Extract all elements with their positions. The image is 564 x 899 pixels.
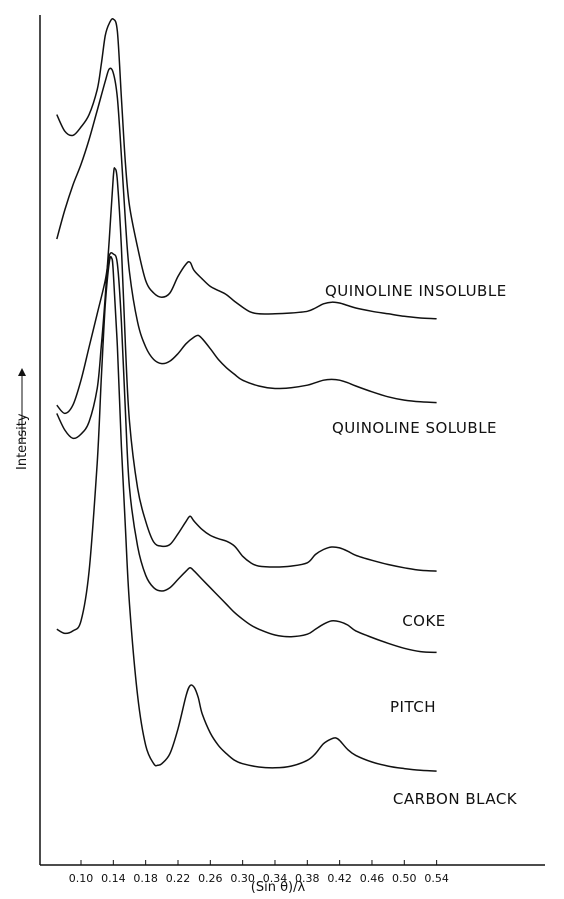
curves <box>56 18 437 772</box>
curve-carbon-black <box>56 255 437 772</box>
curve-quinoline-soluble <box>56 67 437 404</box>
curve-pitch <box>56 251 437 654</box>
x-tick-label: 0.46 <box>360 872 385 885</box>
x-tick-label: 0.38 <box>295 872 320 885</box>
x-tick-label: 0.34 <box>263 872 288 885</box>
y-axis-arrowhead-icon <box>18 368 26 376</box>
x-ticks: 0.10 0.14 0.18 0.22 0.26 0.30 0.34 0.38 0.42 0.46… <box>69 860 449 885</box>
series-label-coke: COKE <box>402 612 446 630</box>
series-label-quinoline-soluble: QUINOLINE SOLUBLE <box>332 419 497 437</box>
x-tick-label: 0.30 <box>230 872 255 885</box>
x-tick-label: 0.26 <box>198 872 223 885</box>
x-tick-label: 0.22 <box>166 872 191 885</box>
axes <box>39 15 545 866</box>
x-tick-label: 0.14 <box>101 872 126 885</box>
x-tick-label: 0.54 <box>424 872 449 885</box>
series-label-carbon-black: CARBON BLACK <box>393 790 518 808</box>
x-tick-label: 0.50 <box>392 872 417 885</box>
x-tick-label: 0.10 <box>69 872 94 885</box>
series-labels: QUINOLINE INSOLUBLE QUINOLINE SOLUBLE COKE… <box>325 282 518 808</box>
y-axis-label-group: Intensity <box>15 368 30 470</box>
x-tick-label: 0.42 <box>327 872 352 885</box>
series-label-pitch: PITCH <box>390 698 436 716</box>
x-tick-label: 0.18 <box>133 872 158 885</box>
curve-quinoline-insoluble <box>56 18 437 320</box>
series-label-quinoline-insoluble: QUINOLINE INSOLUBLE <box>325 282 507 300</box>
curve-coke <box>56 167 437 572</box>
x-axis-label: (Sin θ)/λ <box>251 880 306 895</box>
